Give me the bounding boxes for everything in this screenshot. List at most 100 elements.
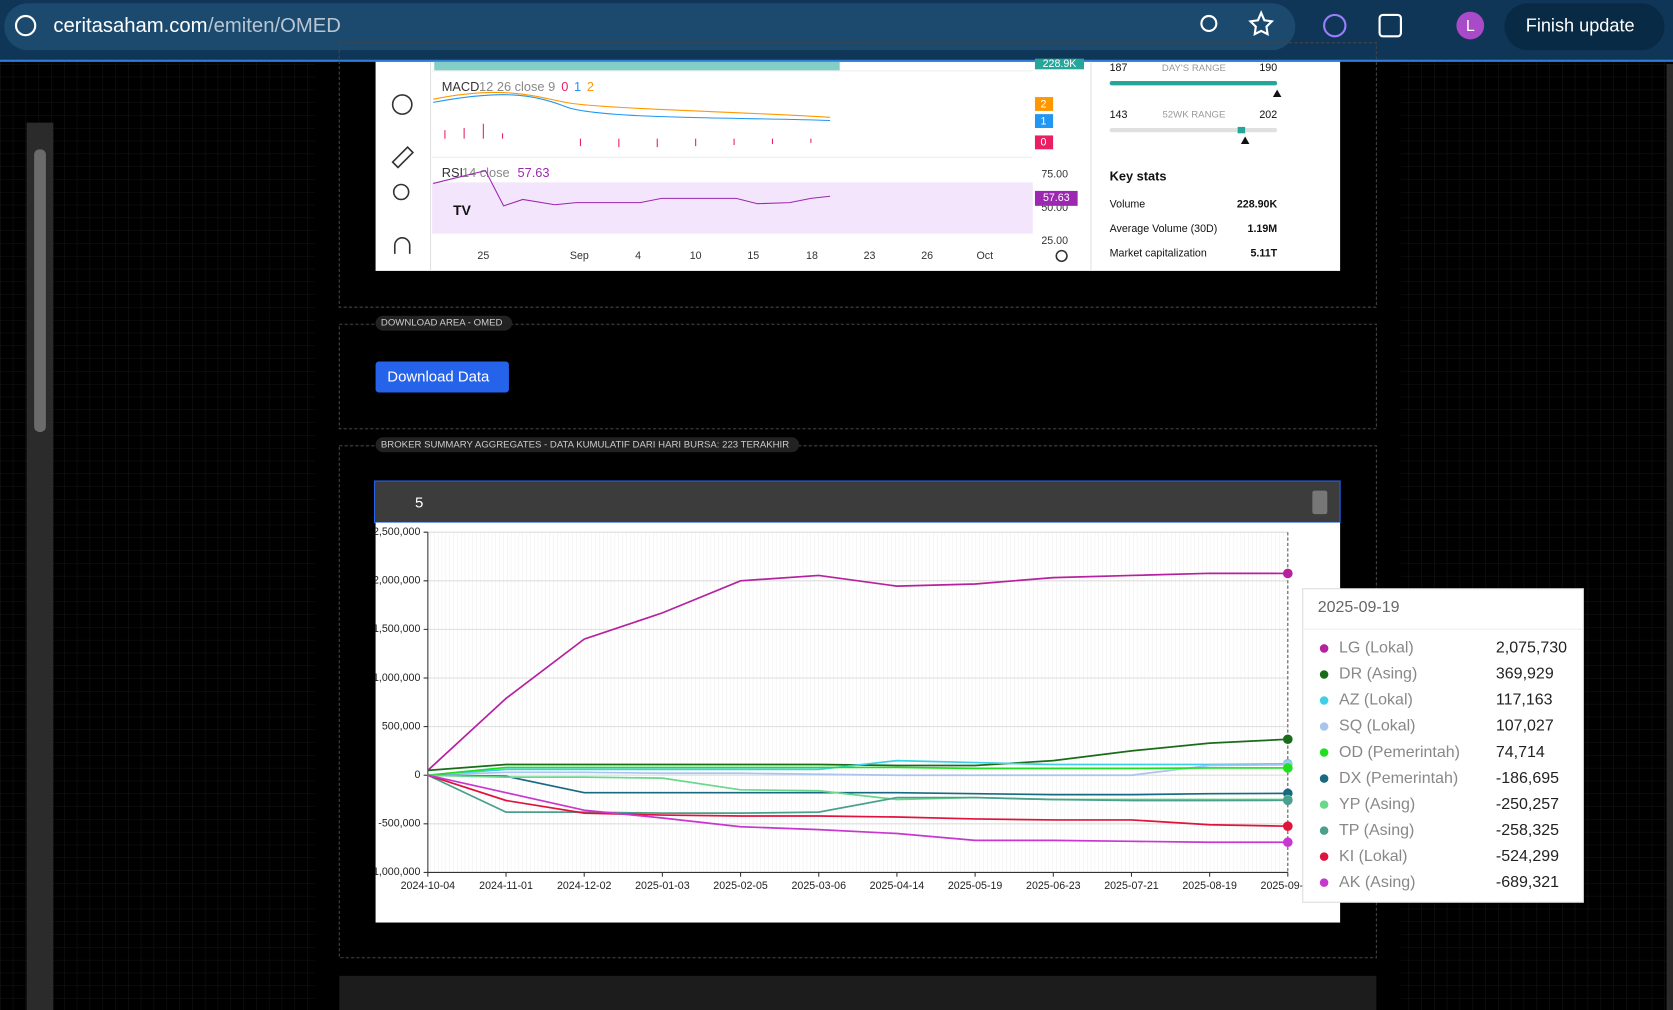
tooltip-swatch (1319, 748, 1329, 757)
x-label: 23 (864, 250, 876, 262)
range-low: 143 (1110, 109, 1128, 121)
avatar-letter: L (1466, 18, 1475, 35)
stat-name: Average Volume (30D) (1110, 223, 1218, 235)
key-stats: Volume 228.90K Average Volume (30D) 1.19M Ma… (1110, 199, 1278, 260)
range-label: 52WK RANGE (1162, 110, 1225, 121)
range-bar (1109, 127, 1278, 133)
url-path: /emiten/OMED (208, 15, 341, 37)
tooltip-name: SQ (Lokal) (1339, 718, 1415, 735)
update-button[interactable] (1504, 3, 1665, 51)
pane-sep (432, 70, 1033, 72)
omnibox[interactable] (4, 3, 1296, 51)
range-high: 190 (1259, 62, 1277, 74)
tooltip-box (1302, 588, 1584, 903)
range-fill (1237, 126, 1246, 134)
site-info[interactable] (14, 14, 37, 37)
tooltip-swatch (1319, 670, 1329, 679)
stat-name: Volume (1110, 199, 1146, 211)
tooltip-value: -258,325 (1496, 822, 1559, 839)
tooltip-swatch (1319, 696, 1329, 705)
tooltip-name: TP (Asing) (1339, 822, 1414, 839)
range-marker (1272, 89, 1282, 98)
macd-line (433, 94, 831, 122)
divider (429, 61, 432, 271)
section-box (338, 42, 1377, 308)
x-label: 15 (747, 250, 759, 262)
scrollbar-right (1666, 63, 1673, 1010)
star-icon[interactable] (1248, 10, 1275, 36)
y-tick-label: 0 (414, 769, 420, 781)
tag-text: 2 (1041, 98, 1047, 110)
x-tick-label: 2024-10-04 (401, 880, 456, 892)
x-tick-label: 2025-06-23 (1026, 880, 1081, 892)
x-tick-label: 2025-03-06 (791, 880, 846, 892)
macd-val: 2 (587, 79, 594, 94)
end-dot (1283, 568, 1293, 579)
plot: -1,000,000 -500,000 0 500,000 1,000,000 1,500… (373, 526, 1316, 892)
divider (1090, 61, 1092, 271)
section-legend: BROKER SUMMARY AGGREGATES - DATA KUMULAT… (381, 439, 789, 450)
range-marker (1240, 136, 1250, 144)
y-tick-label: -500,000 (378, 818, 420, 830)
legend-pill (375, 315, 513, 331)
vol-tag (1034, 58, 1085, 70)
stat-value: 1.19M (1248, 223, 1278, 235)
avatar[interactable] (1456, 11, 1485, 40)
number-input[interactable] (373, 480, 1341, 524)
macd-val: 0 (561, 79, 568, 94)
rsi-value: 57.63 (517, 165, 549, 180)
y-tick-label: 1,500,000 (373, 623, 420, 635)
x-label: 26 (921, 250, 933, 262)
vol-tag-text: 228.9K (1043, 58, 1077, 70)
series-line (427, 759, 1288, 777)
stat-name: Market capitalization (1110, 248, 1207, 260)
bar-edge (0, 59, 1673, 62)
input-value: 5 (415, 494, 423, 511)
x-tick-label: 2025-08-19 (1182, 880, 1237, 892)
tag (1034, 114, 1054, 128)
spinner[interactable] (1312, 490, 1328, 515)
x-tick-label: 2024-11-01 (479, 880, 533, 892)
tooltip: 2025-09-19 LG (Lokal) 2,075,730 DR (Asing) 3… (1302, 588, 1584, 903)
tooltip-value: -250,257 (1496, 796, 1559, 813)
url-domain: ceritasaham.com (53, 15, 207, 37)
ext-icon[interactable] (1323, 13, 1347, 38)
x-label: 10 (690, 250, 702, 262)
tooltip-date: 2025-09-19 (1318, 599, 1400, 616)
x-label: Sep (570, 250, 589, 262)
tag (1034, 97, 1054, 111)
tooltip-name: DX (Pemerintah) (1339, 770, 1458, 787)
rsi-tag (1034, 190, 1078, 206)
tooltip-value: 74,714 (1496, 744, 1545, 761)
series-line (427, 774, 1288, 828)
tooltip-swatch (1319, 878, 1329, 887)
scroll-thumb[interactable] (34, 149, 46, 432)
tooltip-value: -689,321 (1496, 874, 1559, 891)
tooltip-swatch (1319, 826, 1329, 835)
tooltip-name: AZ (Lokal) (1339, 692, 1413, 709)
range-bar (1109, 81, 1278, 86)
toolbar (391, 94, 1068, 263)
end-dot (1283, 763, 1293, 773)
tag (1034, 135, 1054, 150)
tooltip-name: DR (Asing) (1339, 666, 1417, 683)
widget-x-axis: 25 Sep 4 10 15 18 23 26 Oct (477, 250, 993, 262)
series-line (427, 763, 1288, 777)
zoom-icon[interactable] (1200, 14, 1218, 32)
extensions[interactable] (1378, 13, 1402, 38)
rsi-scale: 75.00 (1041, 169, 1068, 181)
rsi-params: 14 close (462, 165, 510, 180)
y-tick-label: 2,000,000 (373, 575, 420, 587)
tooltip-value: 369,929 (1496, 666, 1554, 683)
range-high: 202 (1259, 109, 1277, 121)
tooltip-value: -186,695 (1496, 770, 1559, 787)
legend-pill (375, 437, 800, 453)
series-line (427, 774, 1288, 801)
x-tick-label: 2025-02-05 (713, 880, 768, 892)
tooltip-name: KI (Lokal) (1339, 848, 1407, 865)
end-dot (1283, 821, 1293, 831)
download-button[interactable] (375, 361, 509, 393)
x-tick-label: 2025-09-19 (1261, 880, 1316, 892)
